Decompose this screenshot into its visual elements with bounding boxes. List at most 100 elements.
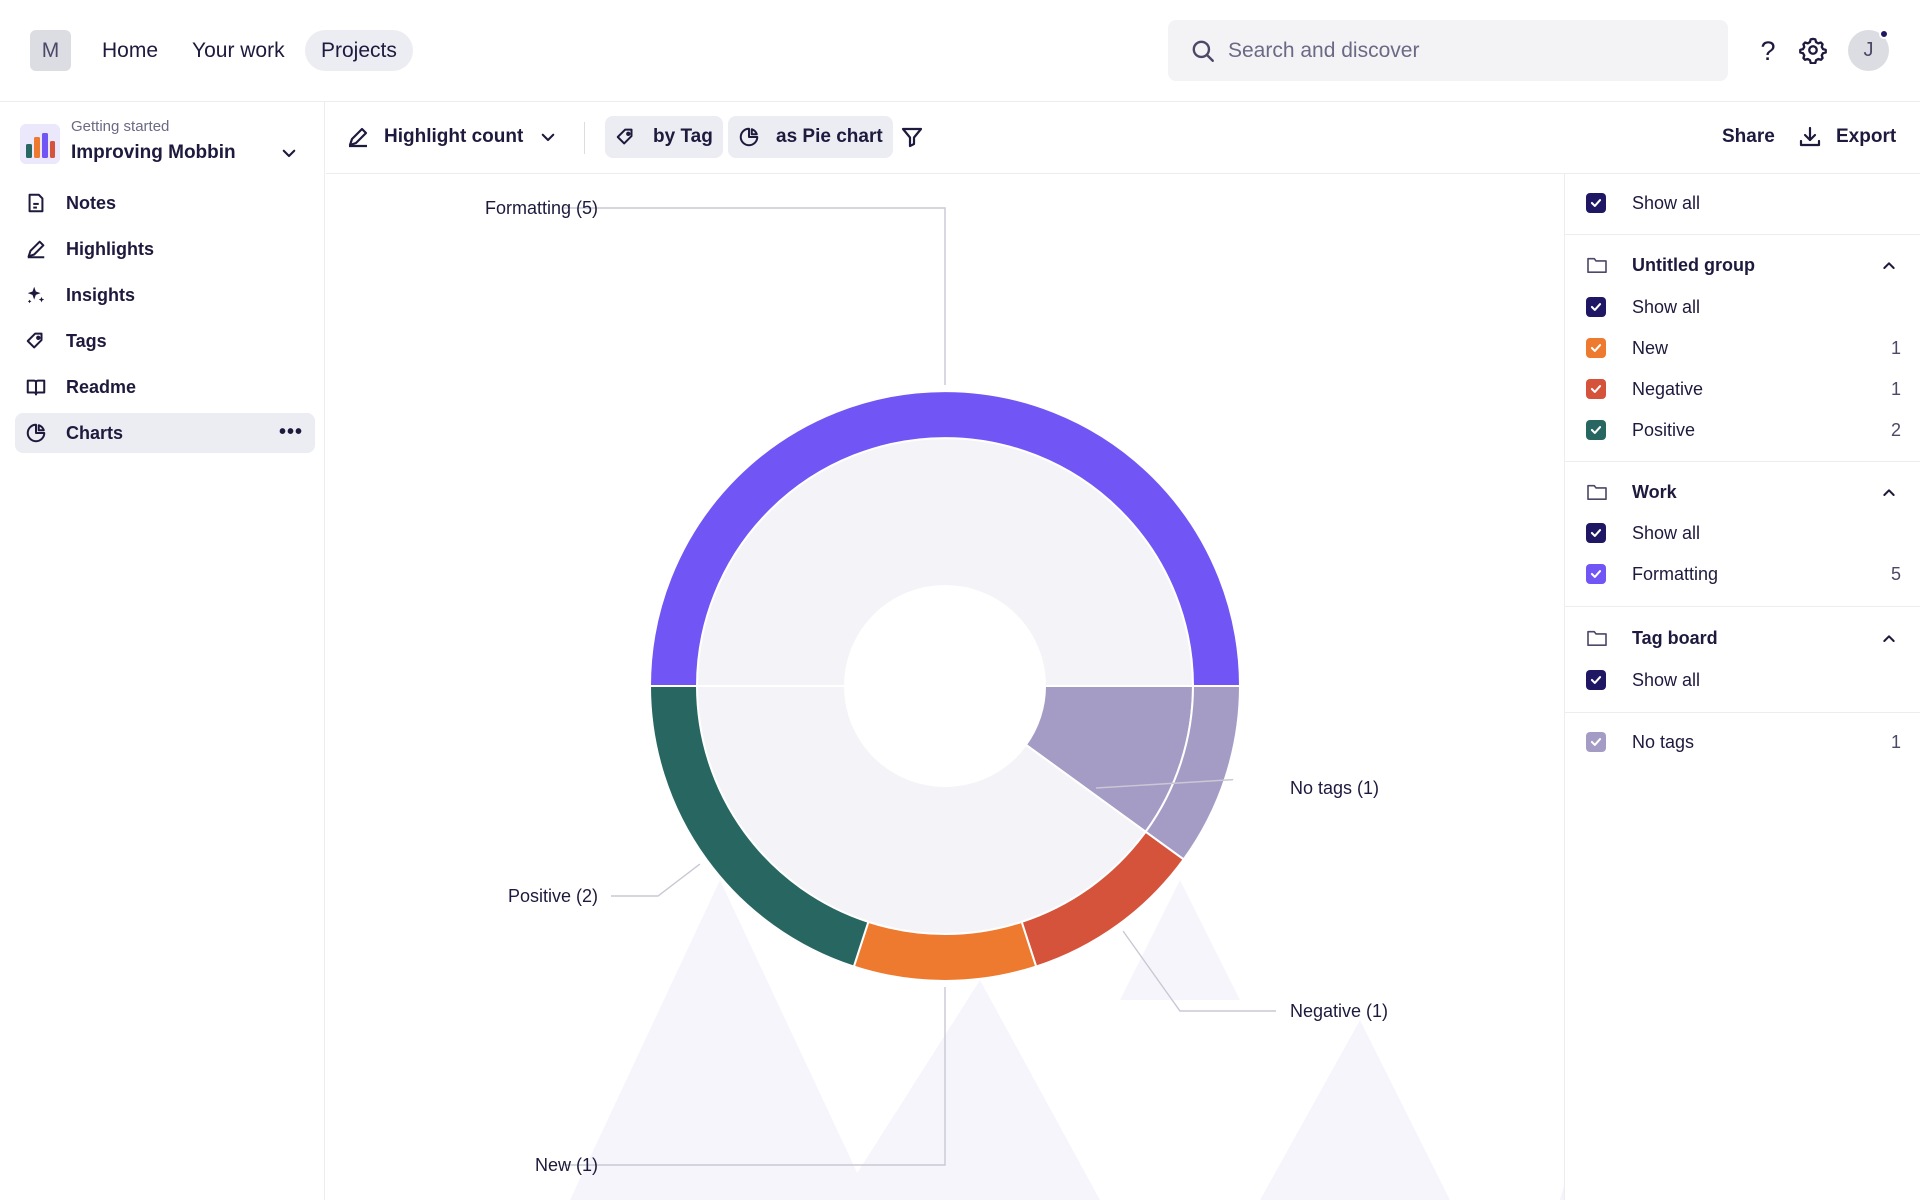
chevron-up-icon[interactable]	[1881, 485, 1897, 501]
toolbar-divider	[584, 122, 585, 154]
gear-icon[interactable]	[1799, 36, 1827, 64]
sidebar-item-charts[interactable]: Charts •••	[15, 413, 315, 453]
nav-your-work[interactable]: Your work	[192, 38, 285, 62]
leader-line	[611, 863, 701, 897]
sidebar-item-label: Charts	[66, 423, 124, 443]
nav-projects[interactable]: Projects	[305, 30, 413, 71]
pie-slice	[648, 685, 870, 968]
search-input[interactable]	[1228, 20, 1708, 81]
check-icon	[1590, 199, 1602, 207]
export-label: Export	[1836, 126, 1897, 147]
legend-group-name: Work	[1632, 482, 1677, 502]
legend-group-name: Tag board	[1632, 628, 1718, 648]
slice-label: No tags (1)	[1290, 778, 1379, 798]
legend-label: Positive	[1632, 420, 1696, 440]
leader-line	[1095, 778, 1234, 789]
check-icon	[1590, 385, 1602, 393]
checkbox[interactable]	[1586, 193, 1606, 213]
legend-group-name: Untitled group	[1632, 255, 1755, 275]
checkbox[interactable]	[1586, 338, 1606, 358]
legend-divider	[1565, 461, 1920, 462]
chevron-up-icon[interactable]	[1881, 631, 1897, 647]
sidebar-item-tags[interactable]: Tags	[15, 321, 315, 361]
legend-label: No tags	[1632, 732, 1695, 752]
chart-area: Formatting (5) No tags (1) Negative (1) New…	[326, 174, 1564, 1200]
legend-divider	[1565, 234, 1920, 235]
measure-label: Highlight count	[384, 126, 524, 147]
legend-show-all[interactable]: Show all	[1565, 513, 1920, 553]
search-icon	[1192, 40, 1214, 62]
checkbox[interactable]	[1586, 379, 1606, 399]
pie-chart-icon	[26, 423, 46, 443]
search-bar[interactable]	[1168, 20, 1728, 81]
legend-group-work[interactable]: Work	[1565, 472, 1920, 512]
legend-item-formatting[interactable]: Formatting 5	[1565, 554, 1920, 594]
legend-panel: Show all Untitled group Show all New 1 N…	[1564, 174, 1920, 1200]
chart-type-button[interactable]: as Pie chart	[728, 116, 893, 158]
slice-label: Negative (1)	[1290, 1001, 1388, 1021]
legend-show-all[interactable]: Show all	[1565, 287, 1920, 327]
sidebar-item-highlights[interactable]: Highlights	[15, 229, 315, 269]
folder-icon	[1587, 257, 1607, 274]
slice-label: Formatting (5)	[485, 198, 598, 218]
legend-divider	[1565, 712, 1920, 713]
project-thumbnail-icon[interactable]	[20, 124, 60, 164]
sidebar-item-label: Highlights	[66, 239, 154, 259]
note-icon	[28, 193, 44, 213]
legend-show-all[interactable]: Show all	[1565, 660, 1920, 700]
legend-count: 5	[1890, 564, 1901, 584]
chevron-down-icon	[542, 133, 555, 142]
legend-item-new[interactable]: New 1	[1565, 328, 1920, 368]
legend-label: Negative	[1632, 379, 1704, 399]
group-by-button[interactable]: by Tag	[605, 116, 723, 158]
legend-item-positive[interactable]: Positive 2	[1565, 410, 1920, 450]
workspace-badge[interactable]: M	[30, 30, 71, 71]
chevron-down-icon[interactable]	[280, 144, 298, 162]
legend-label: Show all	[1632, 297, 1701, 317]
sidebar-item-readme[interactable]: Readme	[15, 367, 315, 407]
sidebar-item-label: Readme	[66, 377, 137, 397]
checkbox[interactable]	[1586, 670, 1606, 690]
legend-label: Show all	[1632, 523, 1701, 543]
more-options-icon[interactable]: •••	[278, 421, 303, 443]
sidebar-item-insights[interactable]: Insights	[15, 275, 315, 315]
help-icon[interactable]: ?	[1760, 36, 1776, 66]
nav-home[interactable]: Home	[102, 38, 159, 62]
pie-chart: Formatting (5) No tags (1) Negative (1) New…	[485, 198, 1388, 1175]
legend-show-all[interactable]: Show all	[1565, 183, 1920, 223]
checkbox[interactable]	[1586, 564, 1606, 584]
slice-label: New (1)	[535, 1155, 598, 1175]
check-icon	[1590, 529, 1602, 537]
export-button[interactable]: Export	[1798, 116, 1896, 158]
measure-dropdown[interactable]: Highlight count	[346, 116, 557, 158]
checkbox[interactable]	[1586, 732, 1606, 752]
sidebar-item-label: Insights	[66, 285, 136, 305]
sidebar: Getting started Improving Mobbin Notes H…	[0, 102, 325, 1200]
book-icon	[26, 379, 46, 396]
legend-item-no-tags[interactable]: No tags 1	[1565, 722, 1920, 762]
chevron-up-icon[interactable]	[1881, 258, 1897, 274]
highlighter-icon	[27, 240, 45, 259]
legend-count: 1	[1890, 379, 1901, 399]
chart-type-label: as Pie chart	[776, 126, 883, 147]
filter-button[interactable]	[900, 116, 924, 158]
check-icon	[1590, 738, 1602, 746]
check-icon	[1590, 570, 1602, 578]
notification-dot	[1879, 29, 1889, 39]
slice-label: Positive (2)	[508, 886, 598, 906]
legend-group-tag-board[interactable]: Tag board	[1565, 618, 1920, 658]
checkbox[interactable]	[1586, 523, 1606, 543]
checkbox[interactable]	[1586, 297, 1606, 317]
leader-line	[564, 987, 946, 1166]
share-button[interactable]: Share	[1722, 126, 1775, 147]
highlighter-icon	[348, 127, 368, 148]
checkbox[interactable]	[1586, 420, 1606, 440]
folder-icon	[1587, 630, 1607, 647]
pie-chart-icon	[739, 127, 759, 147]
legend-item-negative[interactable]: Negative 1	[1565, 369, 1920, 409]
legend-group-untitled[interactable]: Untitled group	[1565, 245, 1920, 285]
sidebar-item-notes[interactable]: Notes	[15, 183, 315, 223]
project-name[interactable]: Improving Mobbin	[71, 142, 236, 163]
legend-label: Formatting	[1632, 564, 1719, 584]
leader-line	[1122, 930, 1276, 1012]
